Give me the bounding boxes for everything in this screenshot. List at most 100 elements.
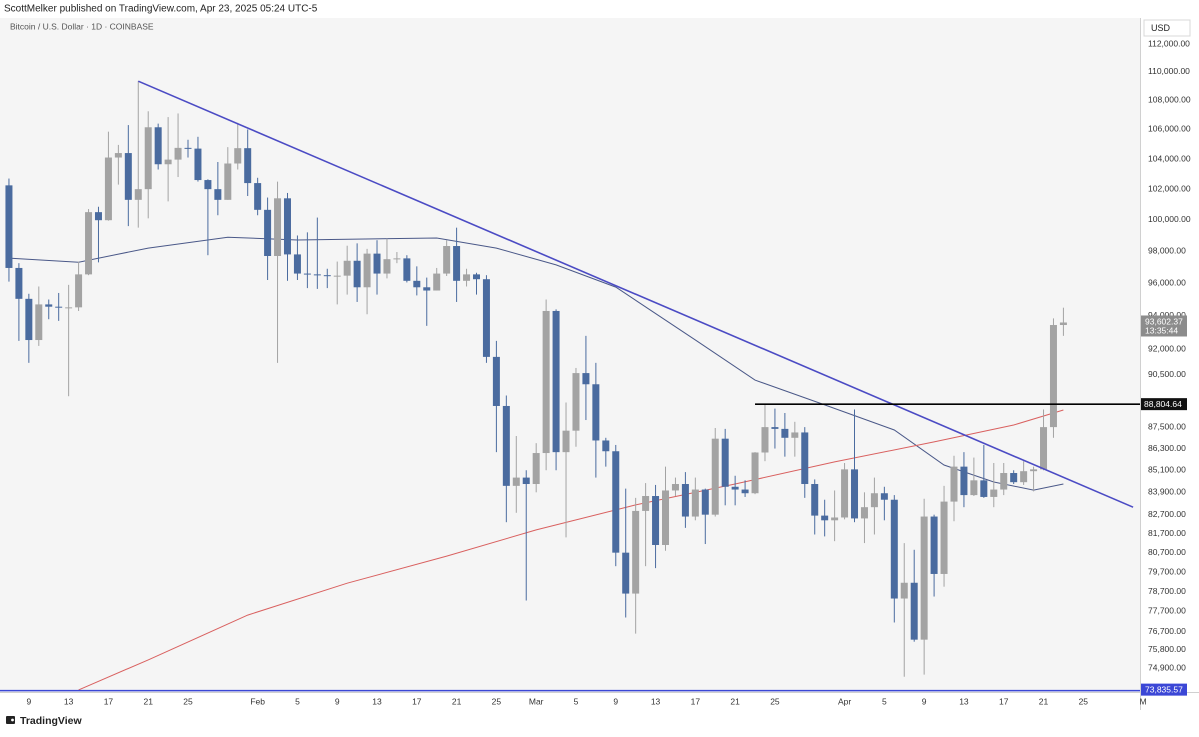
candle-body	[910, 582, 918, 640]
candle-body	[154, 127, 162, 165]
candle-body	[791, 432, 799, 438]
candle-body	[234, 148, 242, 164]
candle-body	[1030, 469, 1038, 472]
candle-body	[353, 260, 361, 288]
candle-body	[254, 183, 262, 210]
y-tick-label: 98,000.00	[1148, 245, 1186, 255]
candle-body	[512, 477, 520, 486]
candle-body	[502, 405, 510, 486]
candle-body	[880, 493, 888, 500]
candle-body	[373, 253, 381, 274]
candle-body	[453, 246, 461, 281]
candle-body	[443, 246, 451, 274]
candle-body	[274, 198, 282, 256]
x-tick-label: 9	[922, 696, 927, 706]
candle-body	[970, 480, 978, 496]
candle-body	[721, 438, 729, 487]
candle-body	[164, 159, 172, 165]
candle-body	[75, 274, 83, 308]
countdown-label: 13:35:44	[1145, 326, 1178, 336]
candle-body	[711, 438, 719, 515]
candle-body	[662, 490, 670, 545]
candle-body	[45, 304, 53, 307]
y-tick-label: 106,000.00	[1148, 124, 1191, 134]
publisher: ScottMelker published on TradingView.com…	[4, 4, 318, 15]
candle-body	[851, 469, 859, 519]
candle-body	[433, 273, 441, 291]
y-tick-label: 76,700.00	[1148, 626, 1186, 636]
candle-body	[1059, 322, 1067, 326]
candle-body	[174, 147, 182, 160]
candle-body	[482, 279, 490, 357]
x-tick-label: M	[1139, 696, 1146, 706]
candle-body	[204, 180, 212, 190]
y-tick-label: 82,700.00	[1148, 509, 1186, 519]
y-tick-label: 104,000.00	[1148, 153, 1191, 163]
candle-body	[542, 310, 550, 454]
candle-body	[990, 489, 998, 497]
candle-body	[612, 451, 620, 553]
candle-body	[114, 153, 122, 158]
candle-body	[592, 384, 600, 441]
y-tick-label: 78,700.00	[1148, 586, 1186, 596]
y-tick-label: 94,000.00	[1148, 310, 1186, 320]
candle-body	[681, 484, 689, 517]
y-tick-label: 112,000.00	[1148, 38, 1190, 48]
candle-body	[761, 427, 769, 453]
candle-body	[602, 440, 610, 452]
x-tick-label: 21	[730, 696, 740, 706]
candle-body	[622, 552, 630, 594]
y-tick-label: 92,000.00	[1148, 344, 1186, 354]
candle-body	[184, 147, 192, 149]
x-tick-label: Mar	[529, 696, 544, 706]
candle-body	[811, 484, 819, 516]
candle-body	[303, 273, 311, 275]
candle-body	[25, 298, 33, 341]
candle-body	[741, 489, 749, 494]
x-tick-label: Apr	[838, 696, 851, 706]
last-price-box	[1141, 315, 1187, 337]
candle-body	[403, 258, 411, 281]
x-tick-label: 9	[26, 696, 31, 706]
low-label: 73,835.57	[1145, 684, 1183, 694]
x-tick-label: 13	[64, 696, 74, 706]
candle-body	[323, 275, 331, 277]
candle-body	[1020, 471, 1028, 483]
y-tick-label: 85,100.00	[1148, 465, 1186, 475]
axes: 112,000.00 110,000.00 108,000.00 106,000.00…	[26, 38, 1190, 706]
candle-body	[801, 432, 809, 485]
candle-body	[582, 373, 590, 385]
candle-body	[870, 493, 878, 508]
symbol-title: Bitcoin / U.S. Dollar · 1D · COINBASE	[10, 21, 154, 31]
x-tick-label: 17	[999, 696, 1009, 706]
candle-body	[55, 306, 63, 308]
plot	[0, 80, 1140, 692]
candle-body	[214, 189, 222, 200]
y-tick-label: 86,300.00	[1148, 443, 1186, 453]
level-label: 88,804.64	[1144, 399, 1182, 409]
candle-body	[94, 212, 102, 221]
candle-body	[751, 452, 759, 494]
x-tick-label: 13	[959, 696, 969, 706]
x-tick-label: 17	[691, 696, 701, 706]
candle-body	[860, 507, 868, 519]
y-tick-label: 83,900.00	[1148, 487, 1186, 497]
candle-body	[363, 253, 371, 288]
candle-body	[134, 189, 142, 200]
candle-body	[343, 260, 351, 276]
candle-body	[930, 516, 938, 574]
moving-average-line	[78, 409, 1064, 691]
candle-body	[333, 275, 341, 277]
candle-body	[463, 274, 471, 281]
candle-body	[960, 466, 968, 496]
candle-body	[393, 258, 401, 260]
candle-body	[1049, 325, 1057, 428]
y-tick-label: 81,700.00	[1148, 528, 1186, 538]
y-tick-label: 79,700.00	[1148, 566, 1186, 576]
x-tick-label: 21	[1039, 696, 1049, 706]
candle-body	[264, 209, 272, 256]
y-tick-label: 108,000.00	[1148, 95, 1191, 105]
candle-body	[652, 496, 660, 545]
